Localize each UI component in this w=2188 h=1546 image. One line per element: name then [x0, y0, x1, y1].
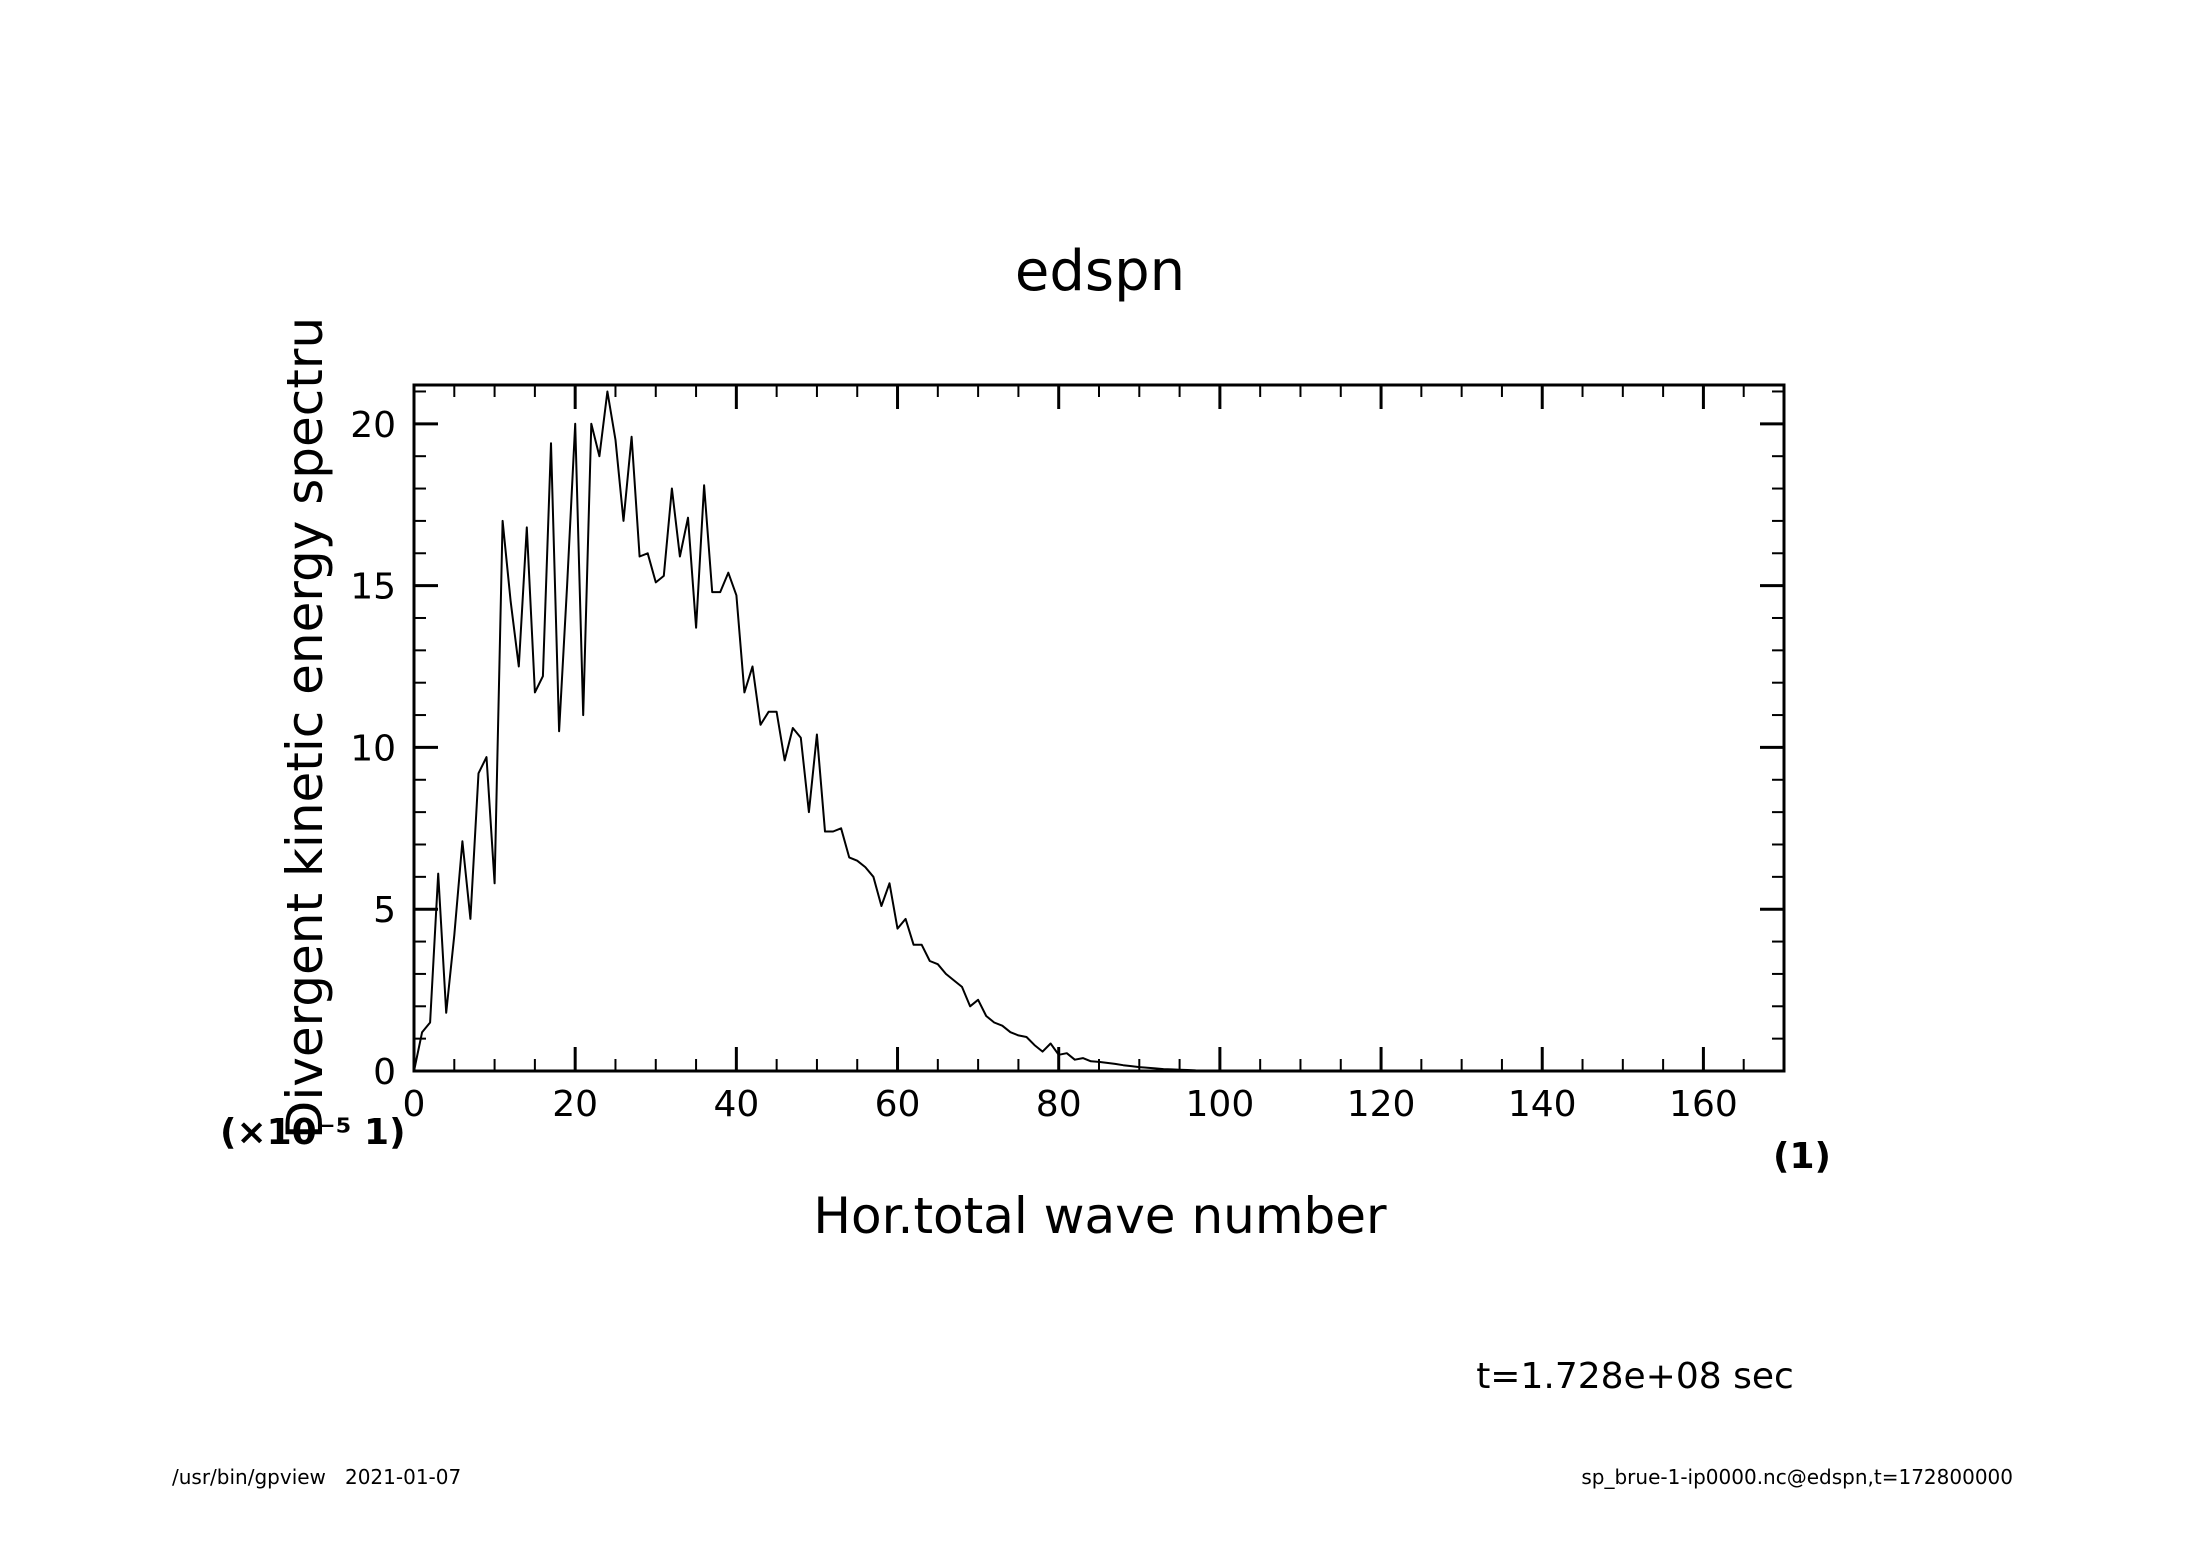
x-axis-label: Hor.total wave number [813, 1187, 1387, 1245]
y-unit-label: (×10⁻⁵ 1) [220, 1112, 406, 1153]
footer-right: sp_brue-1-ip0000.nc@edspn,t=172800000 [1581, 1465, 2013, 1489]
x-tick-label: 160 [1669, 1084, 1738, 1125]
y-tick-label: 10 [350, 728, 396, 769]
x-unit-label: (1) [1773, 1136, 1831, 1177]
axis-ticks [412, 385, 1785, 1073]
y-axis-label: Divergent kinetic energy spectru [276, 317, 334, 1139]
chart-title: edspn [1015, 239, 1185, 304]
footer-left: /usr/bin/gpview 2021-01-07 [172, 1465, 461, 1489]
series-line [413, 390, 1784, 1072]
x-tick-label: 80 [1036, 1084, 1082, 1125]
series-layer [413, 390, 1784, 1072]
x-tick-label: 0 [403, 1084, 426, 1125]
x-tick-label: 60 [875, 1084, 921, 1125]
y-tick-label: 20 [350, 405, 396, 446]
x-tick-label: 140 [1508, 1084, 1577, 1125]
x-tick-label: 40 [713, 1084, 759, 1125]
y-tick-label: 15 [350, 567, 396, 608]
y-tick-label: 5 [373, 890, 396, 931]
x-tick-label: 100 [1186, 1084, 1255, 1125]
x-tick-label: 120 [1347, 1084, 1416, 1125]
tick-labels: 0 20 40 60 80 100 120 140 160 0 5 10 15 20 [350, 405, 1738, 1125]
time-annotation: t=1.728e+08 sec [1476, 1356, 1794, 1397]
plot-frame [412, 383, 1786, 1073]
x-tick-label: 20 [552, 1084, 598, 1125]
y-tick-label: 0 [373, 1052, 396, 1093]
